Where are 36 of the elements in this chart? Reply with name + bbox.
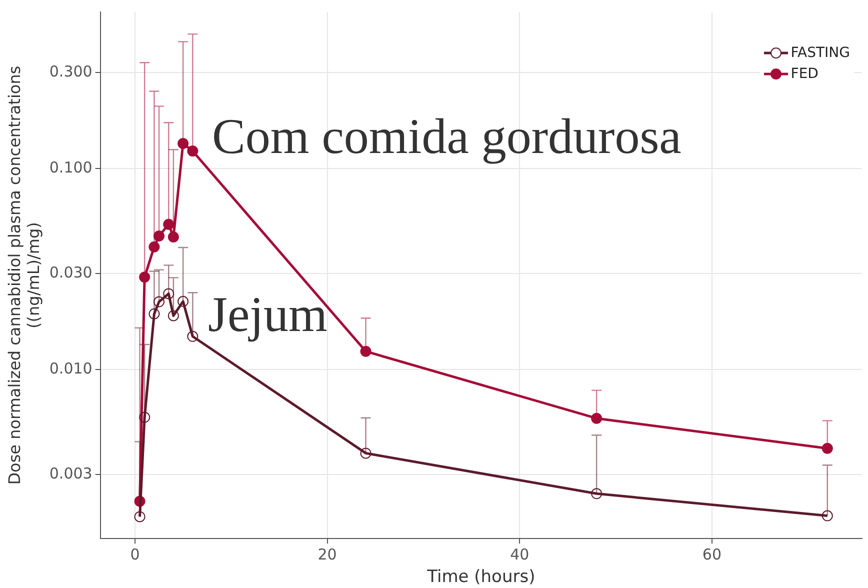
- legend-label: FASTING: [790, 44, 850, 60]
- point: [163, 288, 174, 300]
- point: [154, 230, 165, 242]
- annotation: Com comida gordurosa: [212, 108, 682, 164]
- y-tick-label: 0.100: [49, 158, 92, 176]
- x-tick-label: 0: [130, 545, 140, 564]
- point: [178, 296, 189, 307]
- point: [154, 296, 165, 308]
- point: [187, 330, 198, 342]
- point: [187, 146, 198, 157]
- point: [591, 488, 602, 500]
- y-tick-label: 0.030: [49, 263, 92, 282]
- point: [148, 308, 160, 320]
- y-tick-label: 0.300: [49, 62, 92, 80]
- x-tick-label: 40: [510, 545, 530, 564]
- point: [178, 138, 189, 150]
- point: [134, 511, 146, 522]
- y-tick-label: 0.010: [49, 359, 92, 378]
- point: [822, 442, 833, 454]
- y-tick-label: 0.003: [49, 464, 92, 482]
- y-axis-title: Dose normalized cannabidiol plasma concentrations ((ng/mL)/mg): [4, 66, 43, 485]
- point: [139, 412, 150, 423]
- point: [168, 231, 179, 242]
- x-tick-label: 20: [318, 545, 337, 564]
- x-axis-title: Time (hours): [426, 567, 536, 588]
- point: [163, 218, 174, 230]
- point: [168, 310, 179, 322]
- point: [139, 272, 150, 283]
- annotation: Jejum: [208, 286, 328, 342]
- point: [591, 412, 602, 424]
- point: [360, 448, 372, 459]
- point: [360, 346, 372, 357]
- point: [822, 510, 833, 522]
- x-tick-label: 60: [702, 545, 722, 564]
- legend-label: FED: [790, 66, 818, 82]
- point: [148, 241, 160, 252]
